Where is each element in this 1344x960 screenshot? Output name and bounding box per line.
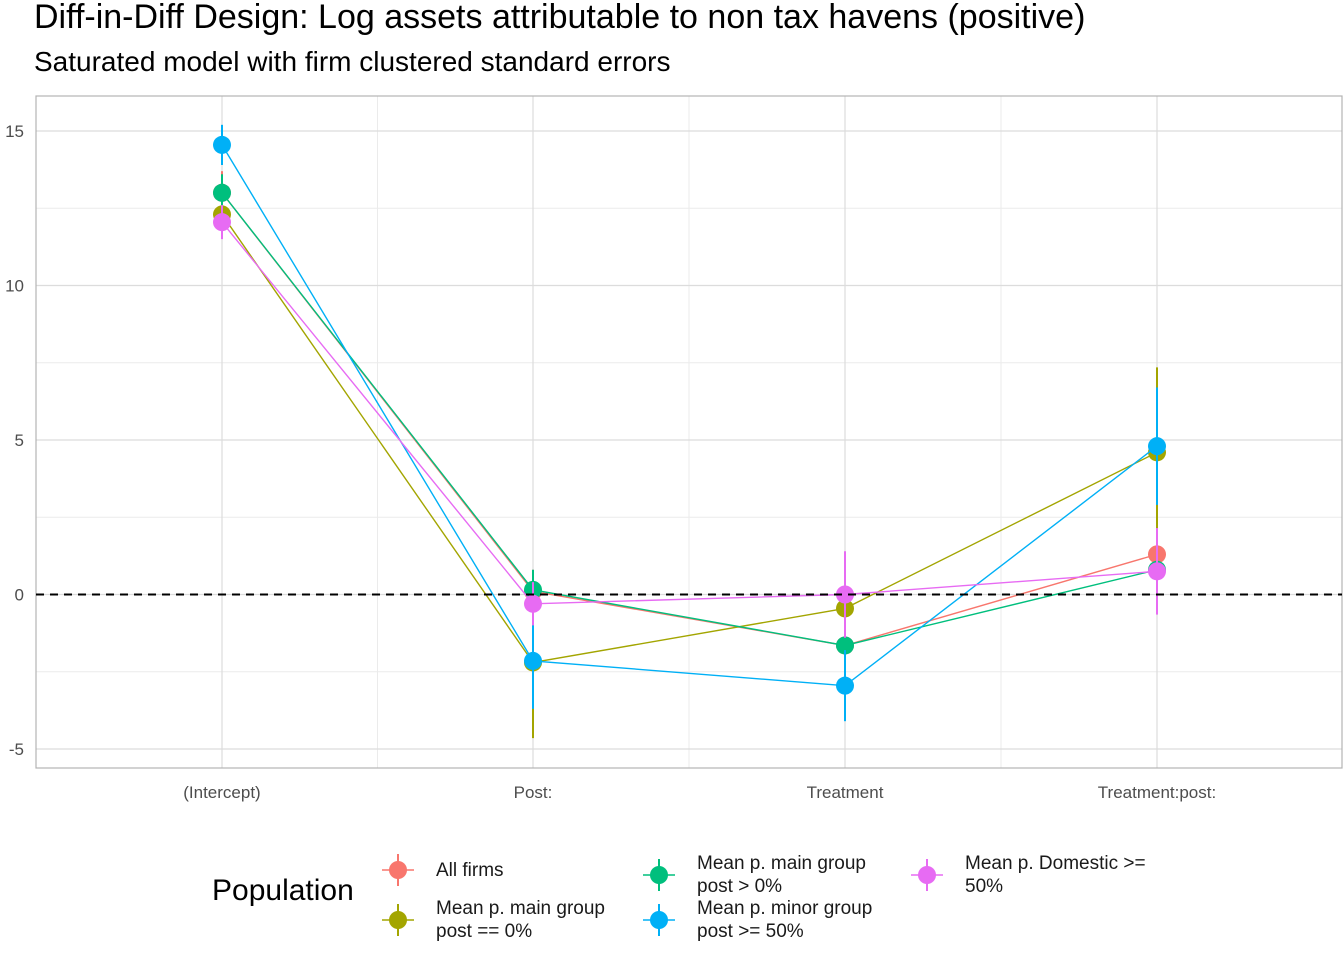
legend-item: Mean p. Domestic >= 50% [909, 852, 1146, 898]
legend-item: All firms [380, 852, 504, 888]
data-point [836, 636, 854, 655]
chart-title: Diff-in-Diff Design: Log assets attribut… [34, 0, 1086, 36]
legend-key-icon [909, 857, 945, 893]
series-4 [213, 124, 1166, 722]
data-point [213, 183, 231, 202]
y-tick-label: 10 [5, 277, 24, 296]
data-point [213, 213, 231, 232]
data-point [524, 651, 542, 670]
legend-item: Mean p. main group post == 0% [380, 897, 605, 943]
data-point [836, 585, 854, 604]
legend-label: Mean p. minor group post >= 50% [697, 898, 873, 942]
x-tick-label: (Intercept) [183, 783, 260, 802]
y-tick-label: -5 [9, 740, 24, 759]
legend-label: Mean p. main group post == 0% [436, 898, 605, 942]
legend-label: Mean p. Domestic >= 50% [965, 853, 1146, 897]
chart-subtitle: Saturated model with firm clustered stan… [34, 46, 671, 77]
x-tick-label: Post: [514, 783, 553, 802]
series-5 [213, 205, 1166, 638]
series-line [221, 144, 1158, 687]
legend-label: Mean p. main group post > 0% [697, 853, 866, 897]
legend-title: Population [212, 874, 354, 907]
legend-label: All firms [436, 859, 504, 881]
panel-border [35, 95, 1343, 769]
y-tick-label: 15 [5, 122, 24, 141]
data-point [1148, 437, 1166, 456]
legend-key-icon [641, 857, 677, 893]
legend-item: Mean p. main group post > 0% [641, 852, 866, 898]
series-line [221, 221, 1158, 605]
legend-item: Mean p. minor group post >= 50% [641, 897, 872, 943]
y-tick-label: 5 [15, 431, 24, 450]
series-layer [213, 124, 1166, 739]
series-line [221, 214, 1158, 664]
x-tick-label: Treatment:post: [1098, 783, 1216, 802]
data-point [524, 594, 542, 613]
axis-layer: -5 0 5 10 15 (Intercept) Post: Treatment Treatme… [5, 95, 1343, 802]
legend-key-icon [380, 902, 416, 938]
x-tick-label: Treatment [807, 783, 884, 802]
grid-layer [36, 96, 1342, 768]
legend-key-icon [380, 852, 416, 888]
data-point [1148, 562, 1166, 581]
legend-key-icon [641, 902, 677, 938]
data-point [836, 676, 854, 695]
data-point [213, 135, 231, 154]
series-line [221, 192, 1158, 647]
y-tick-label: 0 [15, 586, 24, 605]
